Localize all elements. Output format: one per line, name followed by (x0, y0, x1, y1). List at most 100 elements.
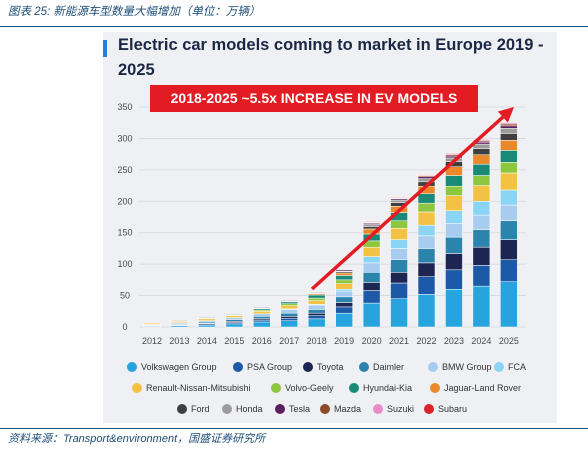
bar-volvo-geely-2017 (280, 303, 298, 306)
y-tick-label: 100 (117, 259, 132, 269)
bar-toyota-2023 (445, 253, 463, 271)
legend-label: Volvo-Geely (285, 383, 334, 393)
title-accent-bar (103, 40, 107, 57)
legend-dot (233, 362, 243, 372)
bar-honda-2022 (417, 178, 436, 183)
bar-renault-nissan-mitsubishi-2024 (472, 185, 491, 202)
y-tick-label: 150 (117, 228, 132, 238)
legend-item-psa-group: PSA Group (233, 361, 292, 373)
banner: 2018-2025 ~5.5x INCREASE IN EV MODELS (150, 85, 478, 112)
bar-hyundai-kia-2025 (500, 150, 518, 163)
bar-daimler-2024 (472, 229, 491, 248)
bar-psa-group-2019 (335, 306, 353, 314)
figure-caption: 图表 25: 新能源车型数量大幅增加（单位：万辆） (8, 6, 261, 18)
x-tick-label: 2013 (169, 336, 189, 346)
bar-jaguar-land-rover-2020 (362, 228, 381, 235)
y-tick-label: 300 (117, 133, 132, 143)
legend-label: Tesla (289, 404, 311, 414)
y-tick-label: 350 (117, 102, 132, 112)
bar-renault-nissan-mitsubishi-2021 (390, 228, 408, 240)
bar-psa-group-2018 (307, 315, 326, 320)
bar-honda-2020 (362, 224, 381, 227)
bar-toyota-2019 (335, 302, 353, 308)
bar-daimler-2025 (500, 220, 518, 240)
legend-dot (349, 383, 359, 393)
x-tick-label: 2017 (279, 336, 299, 346)
legend-label: PSA Group (247, 362, 293, 372)
legend-item-tesla: Tesla (275, 403, 310, 415)
bar-subaru-2023 (445, 152, 463, 154)
legend-item-mazda: Mazda (320, 403, 361, 415)
legend-dot (271, 383, 281, 393)
legend-dot (320, 404, 330, 414)
bar-bmw-group-2019 (335, 290, 353, 298)
bar-psa-group-2025 (500, 259, 518, 282)
bar-jaguar-land-rover-2019 (335, 272, 353, 276)
bar-bmw-group-2017 (280, 309, 298, 314)
bar-volvo-geely-2024 (472, 175, 491, 186)
bar-toyota-2021 (390, 272, 408, 284)
y-tick-label: 50 (120, 291, 130, 301)
y-tick-label: 250 (117, 165, 132, 175)
legend-dot (428, 362, 438, 372)
bar-bmw-group-2016 (253, 313, 271, 317)
bar-renault-nissan-mitsubishi-2012 (143, 322, 161, 325)
legend-dot (494, 362, 504, 372)
bar-fca-2019 (335, 289, 353, 292)
bar-renault-nissan-mitsubishi-2018 (307, 300, 326, 305)
legend-label: BMW Group (442, 362, 492, 372)
legend-item-volvo-geely: Volvo-Geely (271, 382, 334, 394)
bar-renault-nissan-mitsubishi-2022 (417, 211, 436, 226)
bar-hyundai-kia-2020 (362, 233, 381, 242)
x-tick-label: 2016 (252, 336, 272, 346)
bar-volvo-geely-2019 (335, 279, 353, 284)
legend-label: FCA (508, 362, 526, 372)
bar-bmw-group-2024 (472, 214, 491, 230)
bar-ford-2023 (445, 161, 463, 167)
bar-jaguar-land-rover-2023 (445, 166, 463, 176)
bar-subaru-2021 (390, 196, 408, 198)
x-tick-label: 2012 (142, 336, 162, 346)
bar-volvo-geely-2022 (417, 202, 436, 213)
legend-label: Mazda (334, 404, 362, 414)
bar-volkswagen-group-2020 (362, 302, 381, 328)
bar-tesla-2022 (417, 176, 436, 179)
bar-toyota-2017 (280, 316, 298, 319)
bar-subaru-2024 (472, 138, 491, 140)
legend-dot (132, 383, 142, 393)
legend-item-fca: FCA (494, 361, 526, 373)
legend-dot (275, 404, 285, 414)
bar-psa-group-2022 (417, 276, 436, 295)
bar-ford-2021 (390, 202, 408, 207)
bar-renault-nissan-mitsubishi-2020 (362, 246, 381, 257)
bar-volvo-geely-2020 (362, 240, 381, 248)
source-note: 资料来源：Transport&environment，国盛证券研究所 (8, 433, 266, 445)
bar-volvo-geely-2021 (390, 220, 408, 229)
bar-volkswagen-group-2023 (445, 289, 463, 328)
bar-bmw-group-2020 (362, 262, 381, 273)
bar-volkswagen-group-2017 (280, 320, 298, 328)
bar-renault-nissan-mitsubishi-2019 (335, 283, 353, 290)
bar-volvo-geely-2025 (500, 162, 518, 174)
legend-item-subaru: Subaru (424, 403, 467, 415)
chart-title: Electric car models coming to market in … (118, 36, 544, 79)
x-tick-label: 2023 (444, 336, 464, 346)
legend-dot (222, 404, 232, 414)
bar-volkswagen-group-2015 (225, 323, 244, 328)
legend-dot (359, 362, 369, 372)
bar-volkswagen-group-2024 (472, 285, 491, 328)
y-tick-label: 0 (122, 322, 127, 332)
legend-dot (373, 404, 383, 414)
legend-item-honda: Honda (222, 403, 263, 415)
bar-hyundai-kia-2018 (307, 294, 326, 299)
bar-hyundai-kia-2017 (280, 301, 298, 304)
bar-tesla-2024 (472, 141, 491, 145)
bar-bmw-group-2021 (390, 248, 408, 260)
bar-toyota-2025 (500, 239, 518, 260)
legend-label: Ford (191, 404, 210, 414)
legend-dot (177, 404, 187, 414)
bar-daimler-2015 (225, 319, 244, 322)
bar-bmw-group-2018 (307, 304, 326, 310)
bar-bmw-group-2023 (445, 223, 463, 238)
legend-item-toyota: Toyota (303, 361, 344, 373)
